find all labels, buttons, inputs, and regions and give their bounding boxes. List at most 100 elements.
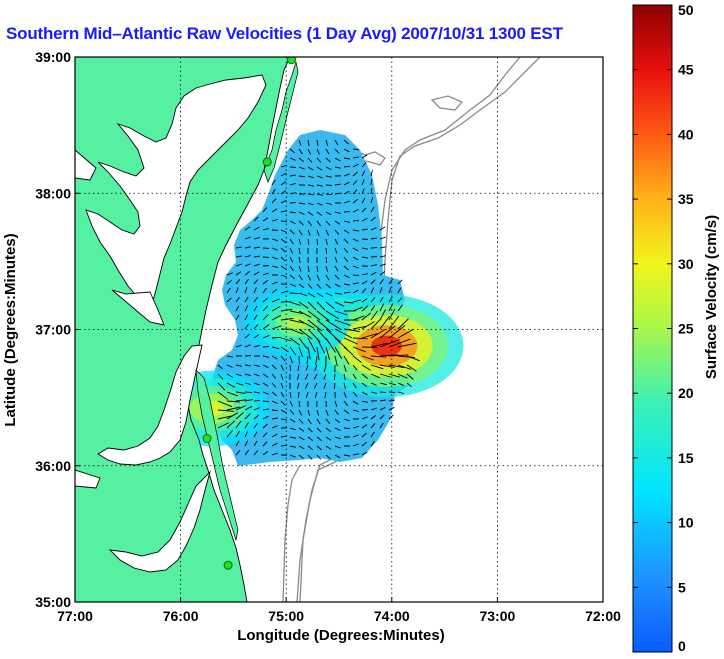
x-tick-label-0: 77:00: [57, 608, 93, 624]
velocity-vector-577: [352, 443, 359, 447]
velocity-vector-458: [314, 391, 318, 398]
velocity-vector-382: [226, 364, 233, 368]
velocity-vector-586: [289, 454, 296, 458]
velocity-vector-97: [289, 220, 296, 225]
velocity-vector-346: [280, 346, 289, 353]
velocity-vector-450: [244, 391, 253, 394]
velocity-vector-137: [370, 237, 377, 240]
velocity-vector-555: [298, 436, 305, 441]
velocity-vector-311: [298, 328, 313, 340]
velocity-vector-412: [296, 373, 300, 380]
velocity-vector-562: [361, 432, 367, 438]
velocity-vector-166: [325, 256, 328, 264]
velocity-vector-487: [388, 399, 395, 402]
velocity-vector-563: [370, 431, 375, 438]
velocity-vector-434: [296, 382, 300, 389]
velocity-vector-275: [298, 310, 312, 318]
velocity-vector-556: [307, 436, 314, 441]
velocity-vector-333: [334, 337, 348, 350]
velocity-vector-364: [262, 355, 269, 358]
velocity-vector-325: [262, 334, 270, 339]
velocity-vector-98: [298, 220, 304, 226]
velocity-vector-372: [334, 355, 338, 367]
velocity-vector-322: [397, 318, 409, 330]
velocity-vector-202: [334, 274, 340, 280]
velocity-vector-298: [334, 319, 351, 326]
velocity-vector-476: [289, 400, 293, 407]
velocity-vector-528: [217, 422, 229, 429]
velocity-vector-99: [307, 220, 313, 226]
velocity-vector-69: [280, 199, 287, 204]
velocity-vector-114: [307, 229, 311, 236]
velocity-vector-527: [388, 414, 394, 420]
velocity-vector-407: [253, 373, 260, 377]
velocity-vector-222: [352, 282, 359, 285]
velocity-vector-584: [271, 452, 278, 456]
velocity-vector-578: [361, 441, 367, 447]
velocity-vector-108: [253, 226, 260, 231]
velocity-vector-293: [289, 319, 305, 324]
x-tick-label-2: 75:00: [268, 608, 304, 624]
velocity-vector-327: [280, 337, 292, 342]
velocity-vector-151: [343, 247, 349, 253]
velocity-vector-448: [226, 391, 238, 397]
velocity-vector-360: [226, 355, 233, 358]
velocity-vector-515: [280, 418, 287, 421]
velocity-vector-427: [235, 382, 244, 386]
velocity-vector-294: [298, 319, 315, 329]
velocity-vector-223: [361, 280, 368, 285]
velocity-vector-163: [298, 256, 301, 263]
velocity-vector-224: [370, 279, 376, 285]
velocity-vector-413: [304, 373, 309, 380]
velocity-vector-199: [307, 274, 312, 281]
velocity-vector-42: [361, 170, 366, 177]
velocity-vector-292: [280, 317, 294, 321]
velocity-vector-533: [262, 423, 268, 429]
velocity-vector-543: [352, 425, 359, 429]
velocity-vector-2: [316, 139, 319, 146]
velocity-vector-193: [253, 271, 260, 276]
velocity-vector-103: [343, 220, 350, 223]
velocity-vector-237: [307, 292, 316, 298]
velocity-vector-176: [262, 265, 270, 267]
velocity-vector-206: [370, 271, 377, 276]
velocity-vector-410: [280, 373, 284, 380]
velocity-vector-200: [316, 274, 320, 281]
velocity-vector-172: [379, 255, 386, 258]
velocity-vector-220: [334, 283, 341, 288]
velocity-vector-30: [343, 165, 350, 168]
velocity-vector-161: [280, 256, 286, 262]
velocity-vector-305: [244, 323, 249, 330]
velocity-vector-544: [361, 424, 368, 429]
velocity-vector-76: [343, 200, 350, 204]
velocity-vector-475: [280, 400, 286, 406]
velocity-vector-122: [379, 226, 386, 231]
velocity-vector-67: [370, 188, 373, 195]
velocity-vector-504: [361, 409, 369, 411]
velocity-vector-94: [262, 217, 269, 222]
velocity-vector-387: [271, 364, 277, 370]
y-tick-label-1: 38:00: [35, 185, 71, 201]
velocity-vector-415: [323, 373, 327, 380]
velocity-vector-511: [244, 413, 251, 420]
velocity-vector-150: [334, 247, 338, 254]
velocity-vector-386: [262, 364, 269, 369]
velocity-vector-84: [298, 211, 305, 215]
velocity-vector-11: [334, 148, 340, 154]
velocity-vector-233: [271, 288, 278, 294]
velocity-vector-446: [406, 382, 412, 388]
velocity-vector-279: [334, 310, 348, 316]
colorbar-ticks: 0 5 10 15 20 25 30 35 40 45 50: [633, 2, 694, 654]
velocity-vector-72: [307, 202, 314, 206]
colorbar-tick-label-8: 40: [678, 126, 694, 142]
velocity-vector-399: [379, 364, 395, 368]
velocity-vector-48: [307, 184, 314, 187]
velocity-vector-564: [235, 440, 240, 447]
velocity-vector-521: [334, 418, 341, 423]
station-marker-2: [202, 434, 212, 443]
velocity-vector-180: [298, 265, 302, 272]
velocity-vector-144: [280, 247, 286, 253]
velocity-vector-295: [307, 319, 323, 332]
velocity-vector-424: [406, 373, 414, 380]
velocity-vector-546: [379, 422, 384, 429]
